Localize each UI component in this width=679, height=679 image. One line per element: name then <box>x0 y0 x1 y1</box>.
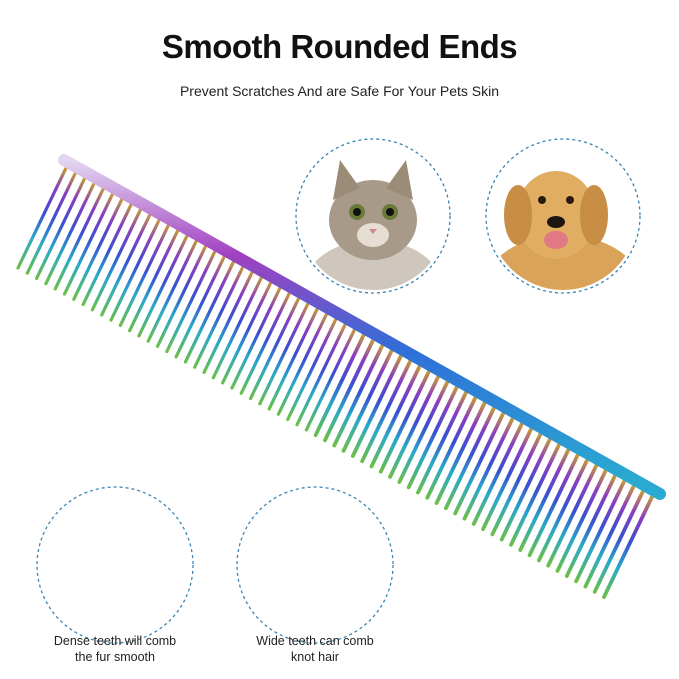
comb-tooth <box>388 374 440 479</box>
comb-tooth <box>453 411 506 516</box>
comb-tooth <box>499 437 552 542</box>
comb-tooth <box>90 208 143 312</box>
comb-tooth <box>416 390 468 495</box>
comb-tooth <box>462 416 515 521</box>
dense-teeth-closeup <box>36 486 194 644</box>
caption-line: Dense teeth will comb <box>53 634 177 648</box>
comb-tooth <box>81 202 133 307</box>
comb-tooth <box>481 427 533 532</box>
comb-tooth <box>583 484 636 589</box>
comb-tooth <box>109 218 161 322</box>
page-title: Smooth Rounded Ends <box>161 28 518 65</box>
comb-tooth <box>239 291 291 395</box>
comb-tooth <box>211 276 263 380</box>
comb-tooth <box>16 166 68 270</box>
comb-image <box>16 154 666 599</box>
comb-tooth <box>165 249 217 354</box>
comb-tooth <box>434 401 487 505</box>
comb-tooth <box>425 395 478 500</box>
comb-tooth <box>53 187 105 291</box>
wide-teeth-caption: Wide teeth can comb knot hair <box>215 633 415 665</box>
comb-tooth <box>304 328 356 432</box>
comb-tooth <box>258 302 310 406</box>
comb-tooth <box>397 380 450 485</box>
comb-tooth <box>146 239 198 343</box>
comb-tooth <box>341 348 394 453</box>
wide-teeth-closeup <box>236 486 394 644</box>
comb-tooth <box>230 286 282 390</box>
comb-tooth <box>221 281 273 385</box>
comb-tooth <box>592 489 645 594</box>
comb-tooth <box>406 385 459 490</box>
comb-tooth <box>174 255 226 359</box>
comb-tooth <box>100 213 152 317</box>
comb-tooth <box>137 234 189 338</box>
page-subtitle: Prevent Scratches And are Safe For Your … <box>179 83 500 99</box>
comb-tooth <box>202 270 254 375</box>
comb-tooth <box>295 323 347 427</box>
comb-tooth <box>350 354 403 458</box>
comb-tooth <box>183 260 236 364</box>
comb-tooth <box>128 229 180 333</box>
comb-tooth <box>72 197 124 301</box>
comb-tooth <box>155 244 208 348</box>
comb-tooth <box>248 296 301 401</box>
comb-tooth <box>536 458 589 563</box>
comb-tooth <box>546 463 599 568</box>
comb-tooth <box>44 182 96 286</box>
dog-image <box>485 138 641 294</box>
comb-tooth <box>509 442 561 547</box>
cat-image <box>295 138 451 294</box>
comb-tooth <box>193 265 245 369</box>
comb-tooth <box>276 312 329 416</box>
comb-tooth <box>332 343 385 448</box>
comb-tooth <box>490 432 543 537</box>
caption-line: the fur smooth <box>75 650 155 664</box>
dense-teeth-caption: Dense teeth will comb the fur smooth <box>15 633 215 665</box>
comb-tooth <box>118 223 170 328</box>
comb-tooth <box>378 369 431 474</box>
caption-line: Wide teeth can comb <box>256 634 374 648</box>
comb-tooth <box>527 453 580 558</box>
comb-tooth <box>602 495 654 599</box>
comb-tooth <box>555 468 608 573</box>
comb-tooth <box>286 317 338 422</box>
comb-tooth <box>369 364 422 469</box>
comb-tooth <box>574 479 626 584</box>
comb-tooth <box>443 406 496 511</box>
comb-tooth <box>25 171 77 275</box>
comb-spine <box>58 154 666 500</box>
comb-tooth <box>313 333 366 438</box>
comb-tooth <box>267 307 319 411</box>
comb-tooth <box>518 448 571 552</box>
comb-tooth <box>35 176 87 281</box>
comb-tooth <box>564 474 617 579</box>
comb-tooth <box>62 192 115 296</box>
comb-tooth <box>360 359 413 464</box>
comb-tooth <box>323 338 375 443</box>
caption-line: knot hair <box>291 650 339 664</box>
comb-tooth <box>471 421 524 526</box>
